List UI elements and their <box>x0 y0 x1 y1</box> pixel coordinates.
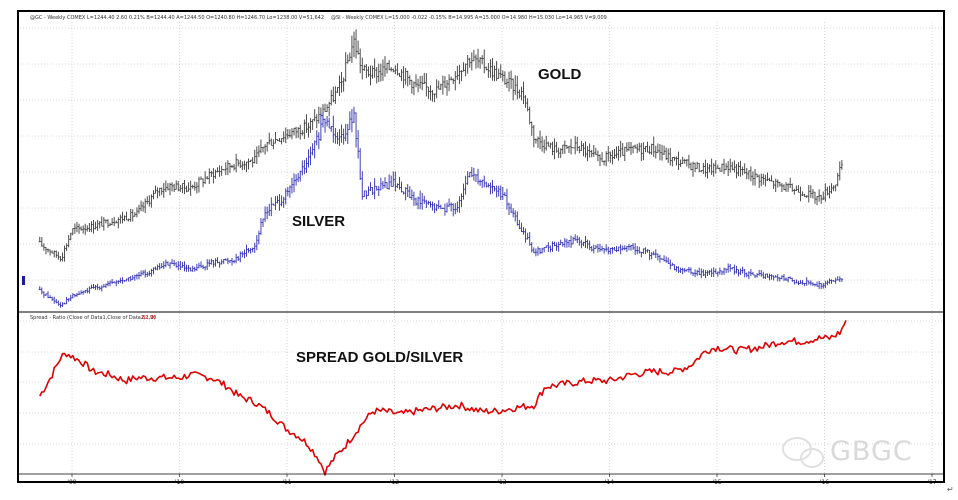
spread-series <box>39 319 847 476</box>
silver-label: SILVER <box>292 213 345 230</box>
silver-last-value-marker <box>22 276 25 285</box>
spread-label: SPREAD GOLD/SILVER <box>296 349 463 366</box>
spread-line <box>39 319 847 476</box>
watermark-text: GBGC <box>830 436 913 467</box>
return-mark-glyph: ↵ <box>947 485 954 494</box>
silver-header-info: @SI - Weekly COMEX L=15.000 -0.022 -0.15… <box>331 15 607 21</box>
silver-series <box>38 106 844 308</box>
gold-label: GOLD <box>538 66 581 83</box>
wechat-watermark-icon <box>782 437 824 468</box>
chart-outer-frame <box>17 10 945 483</box>
spread-header-info: Spread - Ratio (Close of Data1,Close of … <box>30 315 156 321</box>
gold-series <box>38 29 844 262</box>
gold-header-info: @GC - Weekly COMEX L=1244.40 2.60 0.21% … <box>30 15 324 21</box>
spread-header-value: 82.90 <box>142 315 156 321</box>
grid-lines <box>20 22 942 474</box>
